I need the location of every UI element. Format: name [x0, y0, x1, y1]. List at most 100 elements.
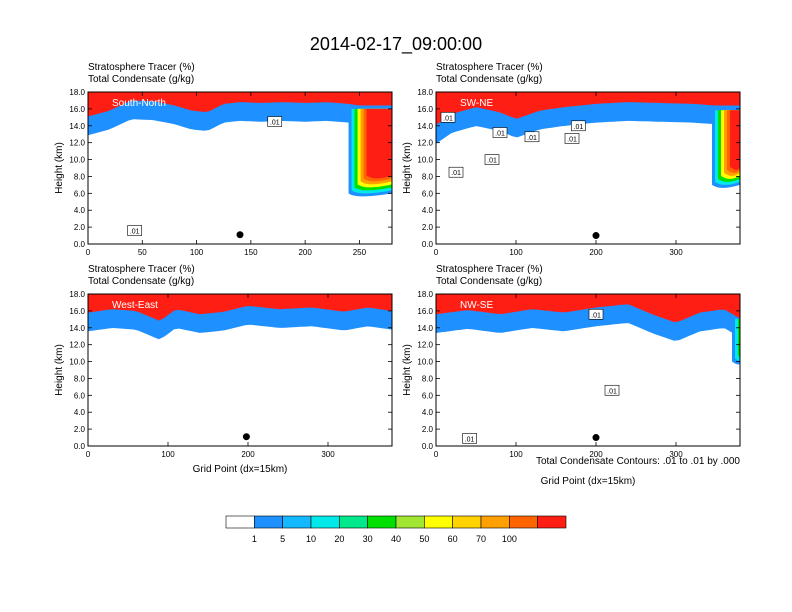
panel-1-subtitle-condensate: Total Condensate (g/kg) [88, 74, 194, 85]
y-tick-label: 14.0 [417, 324, 433, 333]
panel-2-plot: .01 .01 .01 .01 .01 .01 .01 SW-NE 0.0 2.0 4.0 6.0 8.… [402, 88, 741, 257]
colorbar: 1 5 10 20 30 40 50 60 70 100 [225, 515, 567, 544]
colorbar-swatch [480, 515, 510, 529]
location-marker [242, 433, 250, 441]
panel-sw-ne: Stratosphere Tracer (%) Total Condensate… [402, 62, 741, 257]
panel-cross-section-label: NW-SE [460, 300, 493, 311]
intrusion-layer-7 [730, 110, 740, 170]
panel-nw-se: Stratosphere Tracer (%) Total Condensate… [402, 264, 745, 487]
contour-label: .01 [591, 312, 601, 319]
colorbar-label: 40 [391, 534, 401, 544]
panel-cross-section-label: South-North [112, 98, 166, 109]
y-tick-label: 12.0 [417, 341, 433, 350]
y-axis-title: Height (km) [402, 344, 413, 396]
panel-4-plot: .01 .01 .01 NW-SE 0.0 2.0 4.0 6.0 8.0 10.0 12.0 14.… [402, 290, 745, 487]
contour-label: .01 [130, 228, 140, 235]
y-tick-label: 6.0 [74, 391, 86, 400]
y-tick-label: 2.0 [74, 425, 86, 434]
location-marker [236, 231, 244, 239]
y-tick-label: 6.0 [74, 189, 86, 198]
colorbar-swatch [367, 515, 397, 529]
panel-2-subtitle-condensate: Total Condensate (g/kg) [436, 74, 542, 85]
contour-label: .01 [527, 135, 537, 142]
panel-1-subtitle-tracer: Stratosphere Tracer (%) [88, 62, 195, 73]
contour-label-box [484, 154, 500, 165]
colorbar-swatch [339, 515, 368, 529]
contour-label-box [462, 433, 477, 444]
contour-label: .01 [270, 120, 280, 127]
colorbar-label: 50 [419, 534, 429, 544]
y-tick-label: 10.0 [417, 156, 433, 165]
panel-4-field: .01 .01 .01 [436, 294, 745, 446]
x-tick-label: 200 [589, 248, 603, 257]
y-axis-title: Height (km) [54, 142, 65, 194]
y-tick-label: 8.0 [74, 172, 86, 181]
colorbar-swatch [225, 515, 255, 529]
y-tick-label: 16.0 [69, 105, 85, 114]
colorbar-swatch [509, 515, 538, 529]
y-tick-label: 2.0 [422, 223, 434, 232]
contour-label: .01 [567, 136, 577, 143]
y-axis-title: Height (km) [402, 142, 413, 194]
colorbar-swatch [537, 515, 567, 529]
contour-label-box [440, 112, 456, 123]
x-tick-label: 50 [138, 248, 147, 257]
y-tick-label: 8.0 [74, 374, 86, 383]
x-tick-label: 0 [434, 248, 439, 257]
location-marker [592, 232, 600, 240]
y-axis-title: Height (km) [54, 344, 65, 396]
x-tick-label: 150 [244, 248, 258, 257]
contour-label-box [267, 116, 283, 127]
tracer-stratosphere [436, 294, 740, 323]
contour-label-box [564, 133, 580, 144]
intrusion-layer-4 [740, 319, 745, 356]
panel-2-field: .01 .01 .01 .01 .01 .01 .01 [436, 92, 740, 244]
y-tick-label: 12.0 [69, 341, 85, 350]
y-tick-label: 4.0 [74, 206, 86, 215]
contour-label: .01 [487, 158, 497, 165]
colorbar-label: 70 [476, 534, 486, 544]
contour-label-box [524, 131, 540, 143]
colorbar-swatch [254, 515, 283, 529]
x-tick-label: 300 [321, 450, 335, 459]
y-tick-label: 12.0 [417, 139, 433, 148]
y-tick-label: 18.0 [417, 290, 433, 299]
y-tick-label: 8.0 [422, 172, 434, 181]
colorbar-label: 100 [502, 534, 517, 544]
y-tick-label: 6.0 [422, 189, 434, 198]
y-tick-label: 10.0 [417, 358, 433, 367]
tracer-stratosphere [436, 92, 740, 125]
panel-west-east: Stratosphere Tracer (%) Total Condensate… [54, 264, 393, 475]
y-tick-label: 10.0 [69, 156, 85, 165]
y-tick-label: 16.0 [417, 105, 433, 114]
colorbar-swatch [424, 515, 453, 529]
y-tick-label: 16.0 [417, 307, 433, 316]
contour-label: .01 [443, 115, 453, 122]
y-tick-label: 0.0 [74, 442, 86, 451]
x-tick-label: 300 [669, 450, 683, 459]
panel-3-plot: West-East 0.0 2.0 4.0 6.0 8.0 10.0 12.0 14.0 16.0… [54, 290, 393, 475]
contour-label-box [571, 120, 586, 132]
y-tick-label: 18.0 [69, 88, 85, 97]
colorbar-swatch [395, 515, 425, 529]
panel-cross-section-label: SW-NE [460, 98, 493, 109]
y-tick-label: 12.0 [69, 139, 85, 148]
y-tick-label: 4.0 [422, 408, 434, 417]
x-axis-title: Grid Point (dx=15km) [541, 476, 636, 487]
y-tick-label: 2.0 [74, 223, 86, 232]
colorbar-label: 1 [252, 534, 257, 544]
figure-title: 2014-02-17_09:00:00 [310, 34, 482, 55]
contour-label: .01 [607, 388, 617, 395]
y-tick-label: 14.0 [69, 122, 85, 131]
y-tick-label: 16.0 [69, 307, 85, 316]
colorbar-label: 60 [448, 534, 458, 544]
x-tick-label: 100 [190, 248, 204, 257]
x-tick-label: 300 [669, 248, 683, 257]
x-tick-label: 250 [353, 248, 367, 257]
colorbar-label: 5 [280, 534, 285, 544]
x-tick-label: 100 [509, 248, 523, 257]
y-tick-label: 6.0 [422, 391, 434, 400]
contour-label: .01 [495, 131, 505, 138]
panel-frame [435, 293, 741, 447]
